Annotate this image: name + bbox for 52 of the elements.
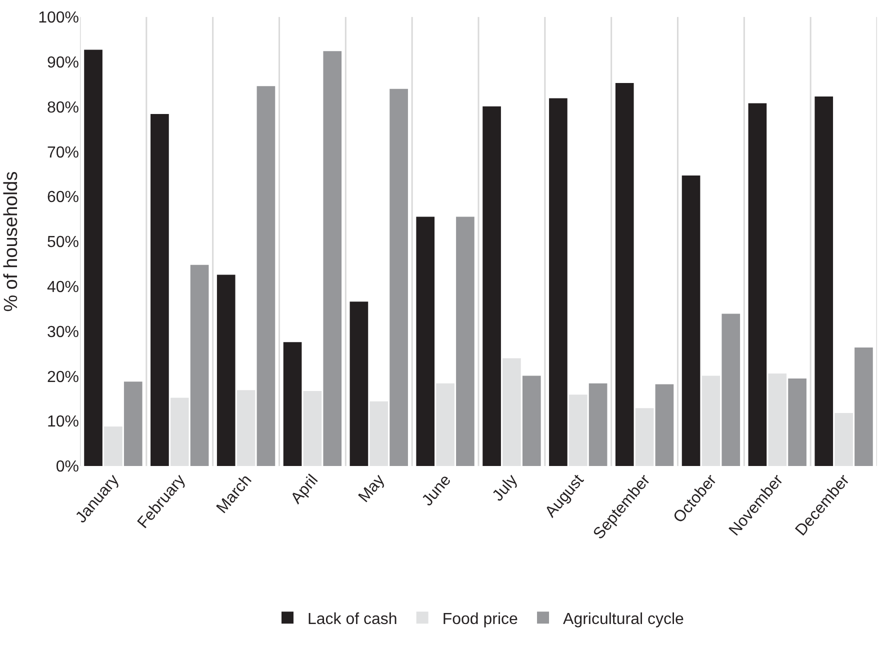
bar — [854, 347, 873, 466]
x-tick-label: July — [490, 472, 521, 505]
legend-label: Agricultural cycle — [563, 610, 684, 628]
bar — [283, 342, 302, 466]
bar — [615, 83, 634, 466]
y-tick-label: 20% — [46, 368, 79, 386]
y-tick-label: 30% — [46, 324, 79, 341]
bar — [588, 383, 608, 466]
y-tick-label: 50% — [46, 234, 79, 252]
y-tick-label: 100% — [38, 10, 79, 27]
bar — [256, 86, 276, 466]
bar — [104, 426, 122, 466]
bar — [702, 376, 720, 466]
bar — [390, 88, 408, 466]
legend-label: Food price — [442, 610, 518, 628]
bar — [456, 216, 474, 466]
bar — [216, 274, 236, 466]
bar — [635, 408, 654, 466]
bar — [416, 216, 435, 466]
y-tick-label: 10% — [46, 414, 79, 431]
y-tick-label: 60% — [46, 189, 79, 206]
bar — [150, 114, 169, 466]
legend-label: Lack of cash — [308, 610, 398, 628]
bar — [814, 96, 834, 466]
bar — [768, 374, 787, 466]
y-tick-label: 0% — [56, 458, 79, 476]
bar — [323, 51, 342, 466]
y-axis-title: % of households — [0, 171, 22, 312]
bar — [370, 401, 388, 466]
bar — [436, 383, 454, 466]
y-tick-label: 80% — [46, 99, 79, 116]
bar — [834, 413, 853, 466]
bar — [522, 376, 541, 466]
bar — [84, 50, 102, 466]
bar — [482, 106, 501, 466]
bar — [682, 176, 700, 466]
bar — [788, 378, 806, 466]
y-tick-label: 40% — [46, 279, 79, 296]
bar — [190, 264, 209, 466]
bar — [655, 384, 674, 466]
bar — [748, 103, 767, 466]
bar — [170, 398, 189, 466]
y-tick-label: 90% — [46, 54, 79, 72]
bar — [722, 314, 740, 466]
bar — [236, 390, 256, 466]
bar — [124, 382, 142, 466]
bar — [549, 98, 568, 466]
bar — [303, 391, 322, 466]
y-tick-label: 70% — [46, 144, 79, 162]
bar — [568, 394, 588, 466]
bar — [502, 358, 521, 466]
bar — [350, 302, 368, 466]
